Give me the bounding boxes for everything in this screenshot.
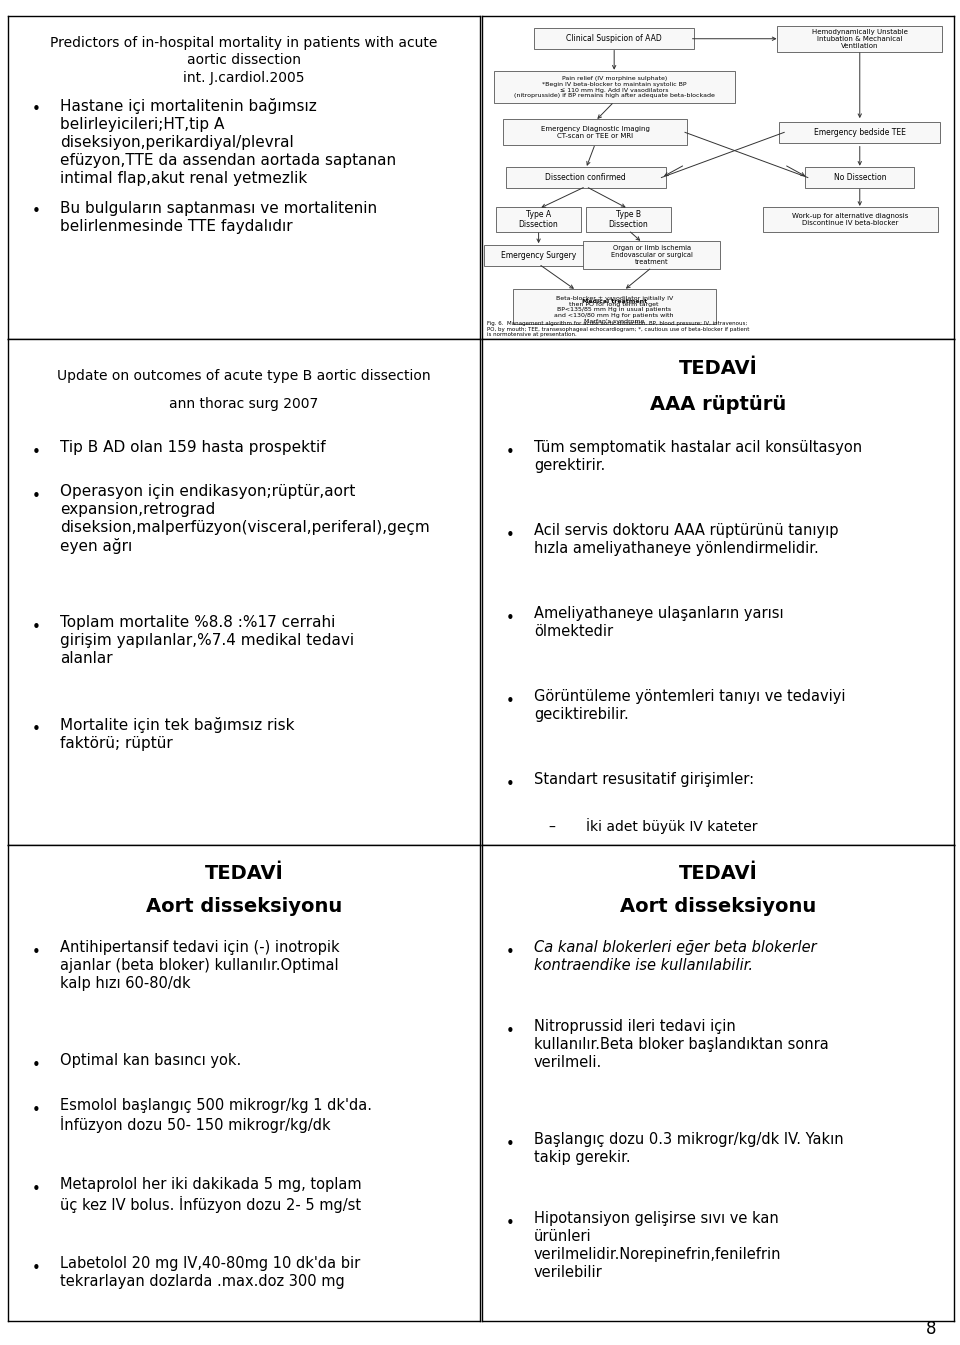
Text: Emergency Diagnostic Imaging
CT-scan or TEE or MRI: Emergency Diagnostic Imaging CT-scan or … (540, 126, 650, 139)
Text: •: • (32, 944, 40, 959)
Text: Emergency bedside TEE: Emergency bedside TEE (814, 128, 905, 137)
Text: •: • (32, 1059, 40, 1073)
Text: –: – (548, 889, 555, 904)
Text: TEDAVİ: TEDAVİ (204, 863, 283, 882)
FancyBboxPatch shape (586, 207, 671, 231)
FancyBboxPatch shape (513, 289, 716, 324)
Text: •: • (506, 445, 515, 460)
Text: Standart resusitatif girişimler:: Standart resusitatif girişimler: (534, 772, 754, 787)
Text: Antihipertansif tedavi için (-) inotropik
ajanlar (beta bloker) kullanılır.Optim: Antihipertansif tedavi için (-) inotropi… (60, 940, 339, 991)
Text: Hemodynamically Unstable
Intubation & Mechanical
Ventilation: Hemodynamically Unstable Intubation & Me… (812, 28, 908, 48)
Text: Pain relief (IV morphine sulphate)
*Begin IV beta-blocker to maintain systolic B: Pain relief (IV morphine sulphate) *Begi… (514, 75, 714, 98)
FancyBboxPatch shape (506, 167, 666, 188)
Text: Labetolol 20 mg IV,40-80mg 10 dk'da bir
tekrarlayan dozlarda .max.doz 300 mg: Labetolol 20 mg IV,40-80mg 10 dk'da bir … (60, 1256, 360, 1289)
Text: Esmolol başlangıç 500 mikrogr/kg 1 dk'da.
İnfüzyon dozu 50- 150 mikrogr/kg/dk: Esmolol başlangıç 500 mikrogr/kg 1 dk'da… (60, 1098, 372, 1134)
Text: Mortalite için tek bağımsız risk
faktörü; rüptür: Mortalite için tek bağımsız risk faktörü… (60, 717, 294, 752)
Text: •: • (32, 1103, 40, 1118)
Text: •: • (506, 944, 515, 959)
Text: Acil servis doktoru AAA rüptürünü tanıyıp
hızla ameliyathaneye yönlendirmelidir.: Acil servis doktoru AAA rüptürünü tanıyı… (534, 523, 838, 555)
Text: Tip B AD olan 159 hasta prospektif: Tip B AD olan 159 hasta prospektif (60, 440, 325, 455)
FancyBboxPatch shape (484, 245, 593, 265)
Text: Organ or limb ischemia
Endovascular or surgical
treatment: Organ or limb ischemia Endovascular or s… (611, 245, 693, 265)
Text: Görüntüleme yöntemleri tanıyı ve tedaviyi
geciktirebilir.: Görüntüleme yöntemleri tanıyı ve tedaviy… (534, 689, 846, 722)
FancyBboxPatch shape (534, 28, 694, 50)
Text: •: • (506, 694, 515, 709)
Text: Nitroprussid ileri tedavi için
kullanılır.Beta bloker başlandıktan sonra
verilme: Nitroprussid ileri tedavi için kullanılı… (534, 1020, 828, 1069)
Text: •: • (506, 1137, 515, 1153)
Text: AAA rüptürü: AAA rüptürü (650, 394, 786, 413)
Text: Clinical Suspicion of AAD: Clinical Suspicion of AAD (566, 34, 662, 43)
Text: Update on outcomes of acute type B aortic dissection: Update on outcomes of acute type B aorti… (57, 370, 431, 383)
Text: aortic dissection: aortic dissection (187, 54, 300, 67)
Text: Type B
Dissection: Type B Dissection (609, 210, 648, 229)
FancyBboxPatch shape (496, 207, 581, 231)
Text: •: • (506, 611, 515, 625)
Text: •: • (32, 620, 40, 635)
Text: •: • (32, 1260, 40, 1276)
Text: İki adet büyük IV kateter: İki adet büyük IV kateter (586, 818, 757, 834)
Text: Medical treatment: Medical treatment (582, 300, 647, 304)
Text: •: • (506, 777, 515, 792)
Text: Ca kanal blokerleri eğer beta blokerler
kontraendike ise kullanılabilir.: Ca kanal blokerleri eğer beta blokerler … (534, 940, 817, 972)
FancyBboxPatch shape (503, 120, 687, 145)
Text: •: • (32, 1182, 40, 1197)
Text: Toplam mortalite %8.8 :%17 cerrahi
girişim yapılanlar,%7.4 medikal tedavi
alanla: Toplam mortalite %8.8 :%17 cerrahi giriş… (60, 615, 354, 666)
Text: 8: 8 (925, 1321, 936, 1338)
Text: Optimal kan basıncı yok.: Optimal kan basıncı yok. (60, 1053, 241, 1068)
FancyBboxPatch shape (584, 241, 720, 269)
Text: •: • (506, 529, 515, 543)
Text: Başlangıç dozu 0.3 mikrogr/kg/dk IV. Yakın
takip gerekir.: Başlangıç dozu 0.3 mikrogr/kg/dk IV. Yak… (534, 1132, 844, 1165)
Text: Hipotansiyon gelişirse sıvı ve kan
ürünleri
verilmelidir.Norepinefrin,fenilefrin: Hipotansiyon gelişirse sıvı ve kan ürünl… (534, 1212, 781, 1280)
Text: No Dissection: No Dissection (833, 174, 886, 182)
Text: •: • (32, 102, 40, 117)
Text: Bu bulguların saptanması ve mortalitenin
belirlenmesinde TTE faydalıdır: Bu bulguların saptanması ve mortalitenin… (60, 202, 376, 234)
Text: Kardiak monitör: Kardiak monitör (586, 853, 697, 866)
Text: Type A
Dissection: Type A Dissection (518, 210, 559, 229)
Text: –: – (548, 855, 555, 869)
Text: int. J.cardiol.2005: int. J.cardiol.2005 (183, 71, 304, 85)
Text: Work-up for alternative diagnosis
Discontinue IV beta-blocker: Work-up for alternative diagnosis Discon… (792, 213, 908, 226)
Text: •: • (32, 488, 40, 503)
Text: ann thorac surg 2007: ann thorac surg 2007 (169, 397, 319, 412)
Text: Aort disseksiyonu: Aort disseksiyonu (620, 897, 816, 916)
Text: Sıvı ve kan: Sıvı ve kan (586, 921, 661, 936)
Text: TEDAVİ: TEDAVİ (679, 359, 757, 378)
Text: –: – (548, 924, 555, 937)
Text: Ameliyathaneye ulaşanların yarısı
ölmektedir: Ameliyathaneye ulaşanların yarısı ölmekt… (534, 607, 783, 639)
Text: Metaprolol her iki dakikada 5 mg, toplam
üç kez IV bolus. İnfüzyon dozu 2- 5 mg/: Metaprolol her iki dakikada 5 mg, toplam… (60, 1177, 361, 1213)
Text: •: • (506, 1216, 515, 1231)
FancyBboxPatch shape (778, 26, 943, 51)
Text: Dissection confirmed: Dissection confirmed (545, 174, 626, 182)
FancyBboxPatch shape (805, 167, 914, 188)
Text: Predictors of in-hospital mortality in patients with acute: Predictors of in-hospital mortality in p… (50, 35, 438, 50)
Text: Fig. 6.  Management algorithm for acute aortic dissection. BP, blood pressure; I: Fig. 6. Management algorithm for acute a… (487, 320, 749, 338)
Text: Aort disseksiyonu: Aort disseksiyonu (146, 897, 342, 916)
Text: TEDAVİ: TEDAVİ (679, 863, 757, 882)
Text: Tüm semptomatik hastalar acil konsültasyon
gerektirir.: Tüm semptomatik hastalar acil konsültasy… (534, 440, 862, 473)
Text: Operasyon için endikasyon;rüptür,aort
expansion,retrograd
diseksion,malperfüzyon: Operasyon için endikasyon;rüptür,aort ex… (60, 484, 429, 554)
FancyBboxPatch shape (763, 207, 938, 231)
FancyBboxPatch shape (493, 71, 734, 104)
Text: –: – (548, 820, 555, 835)
Text: •: • (506, 1024, 515, 1038)
Text: Hastane içi mortalitenin bağımsız
belirleyicileri;HT,tip A
diseksiyon,perikardiy: Hastane içi mortalitenin bağımsız belirl… (60, 98, 396, 187)
Text: Beta-blocker ± vasodilator initially IV
then PO for long term target
BP<135/85 m: Beta-blocker ± vasodilator initially IV … (555, 296, 674, 324)
Text: Oksijen desteği: Oksijen desteği (586, 888, 693, 901)
FancyBboxPatch shape (780, 122, 940, 143)
Text: Emergency Surgery: Emergency Surgery (501, 250, 576, 260)
Text: •: • (32, 204, 40, 219)
Text: •: • (32, 445, 40, 460)
Text: •: • (32, 722, 40, 737)
